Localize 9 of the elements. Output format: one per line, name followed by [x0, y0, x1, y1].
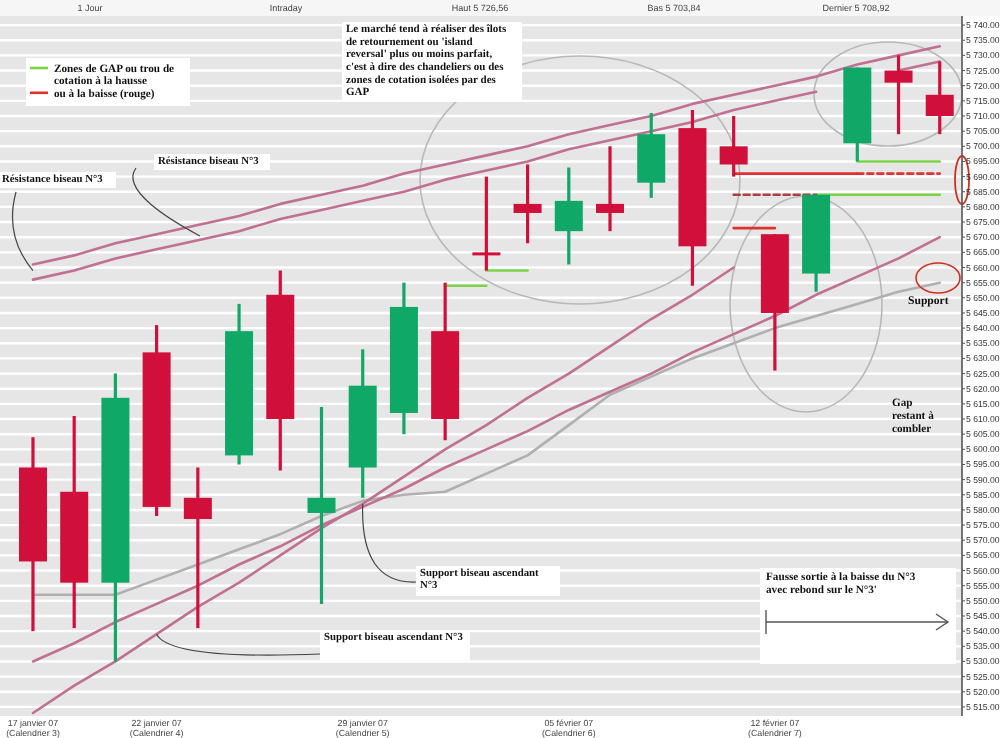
candlestick — [884, 53, 913, 136]
candlestick — [183, 465, 212, 630]
candlestick — [719, 114, 748, 179]
candlestick — [925, 59, 954, 136]
candlestick — [554, 165, 583, 267]
candlestick — [472, 175, 501, 273]
candlestick — [596, 144, 625, 233]
candlestick — [307, 405, 336, 606]
candlestick — [513, 162, 542, 245]
